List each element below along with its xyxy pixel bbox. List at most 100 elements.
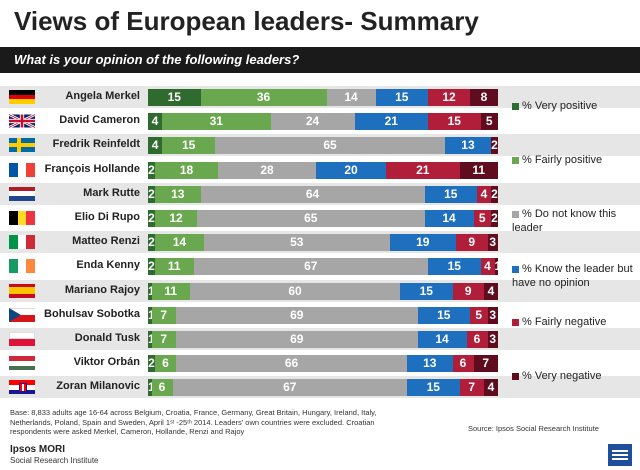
bar-segment: 15 [407, 379, 460, 397]
legend-item: % Fairly positive [512, 153, 637, 167]
chart-row: Enda Kenny 2 11 67 15 4 1 [0, 255, 640, 277]
legend-label: % Very positive [522, 100, 598, 112]
stacked-bar: 15 36 14 15 12 8 [148, 89, 498, 106]
bar-segment: 15 [148, 89, 201, 106]
stacked-bar: 2 12 65 14 5 2 [148, 210, 498, 227]
bar-segment: 14 [417, 331, 467, 348]
bar-segment: 7 [151, 331, 176, 348]
bar-segment: 64 [200, 185, 425, 203]
bar-segment: 14 [424, 210, 474, 227]
bar-segment: 28 [218, 161, 316, 179]
stacked-bar: 2 11 67 15 4 1 [148, 258, 498, 276]
flag-nl-icon [9, 186, 35, 201]
bar-segment: 15 [417, 306, 470, 324]
bar-segment: 69 [176, 306, 418, 324]
legend-item: % Very negative [512, 369, 637, 383]
bar-segment: 2 [491, 210, 498, 227]
bar-segment: 60 [190, 282, 400, 300]
legend-label: % Do not know this leader [512, 208, 617, 234]
bar-segment: 4 [148, 137, 163, 155]
bar-segment: 67 [193, 258, 428, 276]
stacked-bar: 2 14 53 19 9 3 [148, 234, 498, 252]
bar-segment: 1 [148, 306, 152, 324]
chart-row: Bohulsav Sobotka 1 7 69 15 5 3 [0, 304, 640, 326]
bar-segment: 69 [176, 331, 418, 348]
flag-pl-icon [9, 332, 35, 346]
bar-segment: 14 [155, 234, 204, 252]
leader-label: Angela Merkel [65, 90, 140, 102]
flag-fr-icon [9, 162, 35, 177]
bar-segment: 21 [354, 113, 428, 131]
ipsos-logo-icon [608, 444, 632, 466]
bar-segment: 65 [215, 137, 445, 155]
legend-label: % Very negative [522, 370, 602, 382]
chart-row: François Hollande 2 18 28 20 21 11 [0, 159, 640, 181]
bar-segment: 4 [477, 185, 491, 203]
chart-row: Matteo Renzi 2 14 53 19 9 3 [0, 231, 640, 254]
bar-segment: 5 [470, 306, 488, 324]
bar-segment: 19 [389, 234, 456, 252]
stacked-bar: 1 11 60 15 9 4 [148, 282, 498, 300]
bar-segment: 15 [375, 89, 428, 106]
chart-row: Angela Merkel 15 36 14 15 12 8 [0, 86, 640, 108]
leader-label: Donald Tusk [74, 332, 140, 344]
bar-segment: 21 [386, 161, 460, 179]
bar-segment: 15 [428, 113, 481, 131]
bar-segment: 18 [155, 161, 218, 179]
bar-segment: 8 [470, 89, 498, 106]
stacked-bar: 1 7 69 14 6 3 [148, 331, 498, 348]
chart-row: Mark Rutte 2 13 64 15 4 2 [0, 182, 640, 205]
bar-segment: 6 [466, 331, 488, 348]
legend-swatch [512, 156, 519, 164]
bar-segment: 4 [484, 379, 498, 397]
bar-segment: 9 [456, 234, 488, 252]
title-bar: Views of European leaders- Summary [0, 0, 640, 46]
bar-segment: 2 [148, 185, 155, 203]
leader-label: François Hollande [44, 162, 140, 175]
bar-segment: 53 [204, 234, 390, 252]
leader-label: Fredrik Reinfeldt [52, 138, 140, 151]
leader-label: Mariano Rajoy [64, 283, 140, 296]
bar-segment: 6 [151, 379, 173, 397]
stacked-bar: 1 6 67 15 7 4 [148, 379, 498, 397]
bar-segment: 1 [148, 331, 152, 348]
bar-segment: 15 [424, 185, 477, 203]
legend-swatch [512, 102, 519, 110]
bar-segment: 7 [459, 379, 484, 397]
bar-segment: 13 [407, 355, 453, 373]
chart-title: Views of European leaders- Summary [14, 6, 479, 36]
bar-segment: 15 [162, 137, 216, 155]
legend-swatch [512, 372, 519, 380]
leader-label: David Cameron [59, 114, 140, 127]
bar-segment: 24 [270, 113, 355, 131]
legend-label: % Fairly positive [522, 154, 603, 166]
bar-segment: 6 [452, 355, 474, 373]
bar-segment: 3 [487, 306, 498, 324]
leader-label: Elio Di Rupo [74, 211, 140, 223]
chart-row: Elio Di Rupo 2 12 65 14 5 2 [0, 207, 640, 229]
stacked-bar: 2 13 64 15 4 2 [148, 185, 498, 203]
legend-item: % Do not know this leader [512, 207, 637, 235]
leader-label: Matteo Renzi [72, 235, 140, 248]
bar-segment: 3 [487, 234, 498, 252]
flag-ie-icon [9, 259, 35, 274]
chart-row: David Cameron 4 31 24 21 15 5 [0, 110, 640, 132]
bar-segment: 15 [428, 258, 481, 276]
bar-segment: 1 [148, 282, 152, 300]
stacked-bar: 2 6 66 13 6 7 [148, 355, 498, 373]
leader-label: Bohulsav Sobotka [44, 307, 140, 320]
chart-row: Zoran Milanovic 1 6 67 15 7 4 [0, 376, 640, 399]
stacked-bar: 1 7 69 15 5 3 [148, 306, 498, 324]
bar-segment: 13 [444, 137, 491, 155]
bar-segment: 36 [200, 89, 327, 106]
flag-se-icon [9, 138, 35, 153]
leader-label: Mark Rutte [83, 186, 140, 199]
legend-swatch [512, 265, 519, 273]
chart-subtitle: What is your opinion of the following le… [14, 52, 300, 67]
bar-segment: 9 [452, 282, 484, 300]
bar-segment: 20 [316, 161, 386, 179]
chart-row: Fredrik Reinfeldt 4 15 65 13 2 [0, 134, 640, 157]
chart-row: Mariano Rajoy 1 11 60 15 9 4 [0, 279, 640, 302]
bar-segment: 4 [148, 113, 162, 131]
legend-label: % Fairly negative [522, 316, 607, 328]
